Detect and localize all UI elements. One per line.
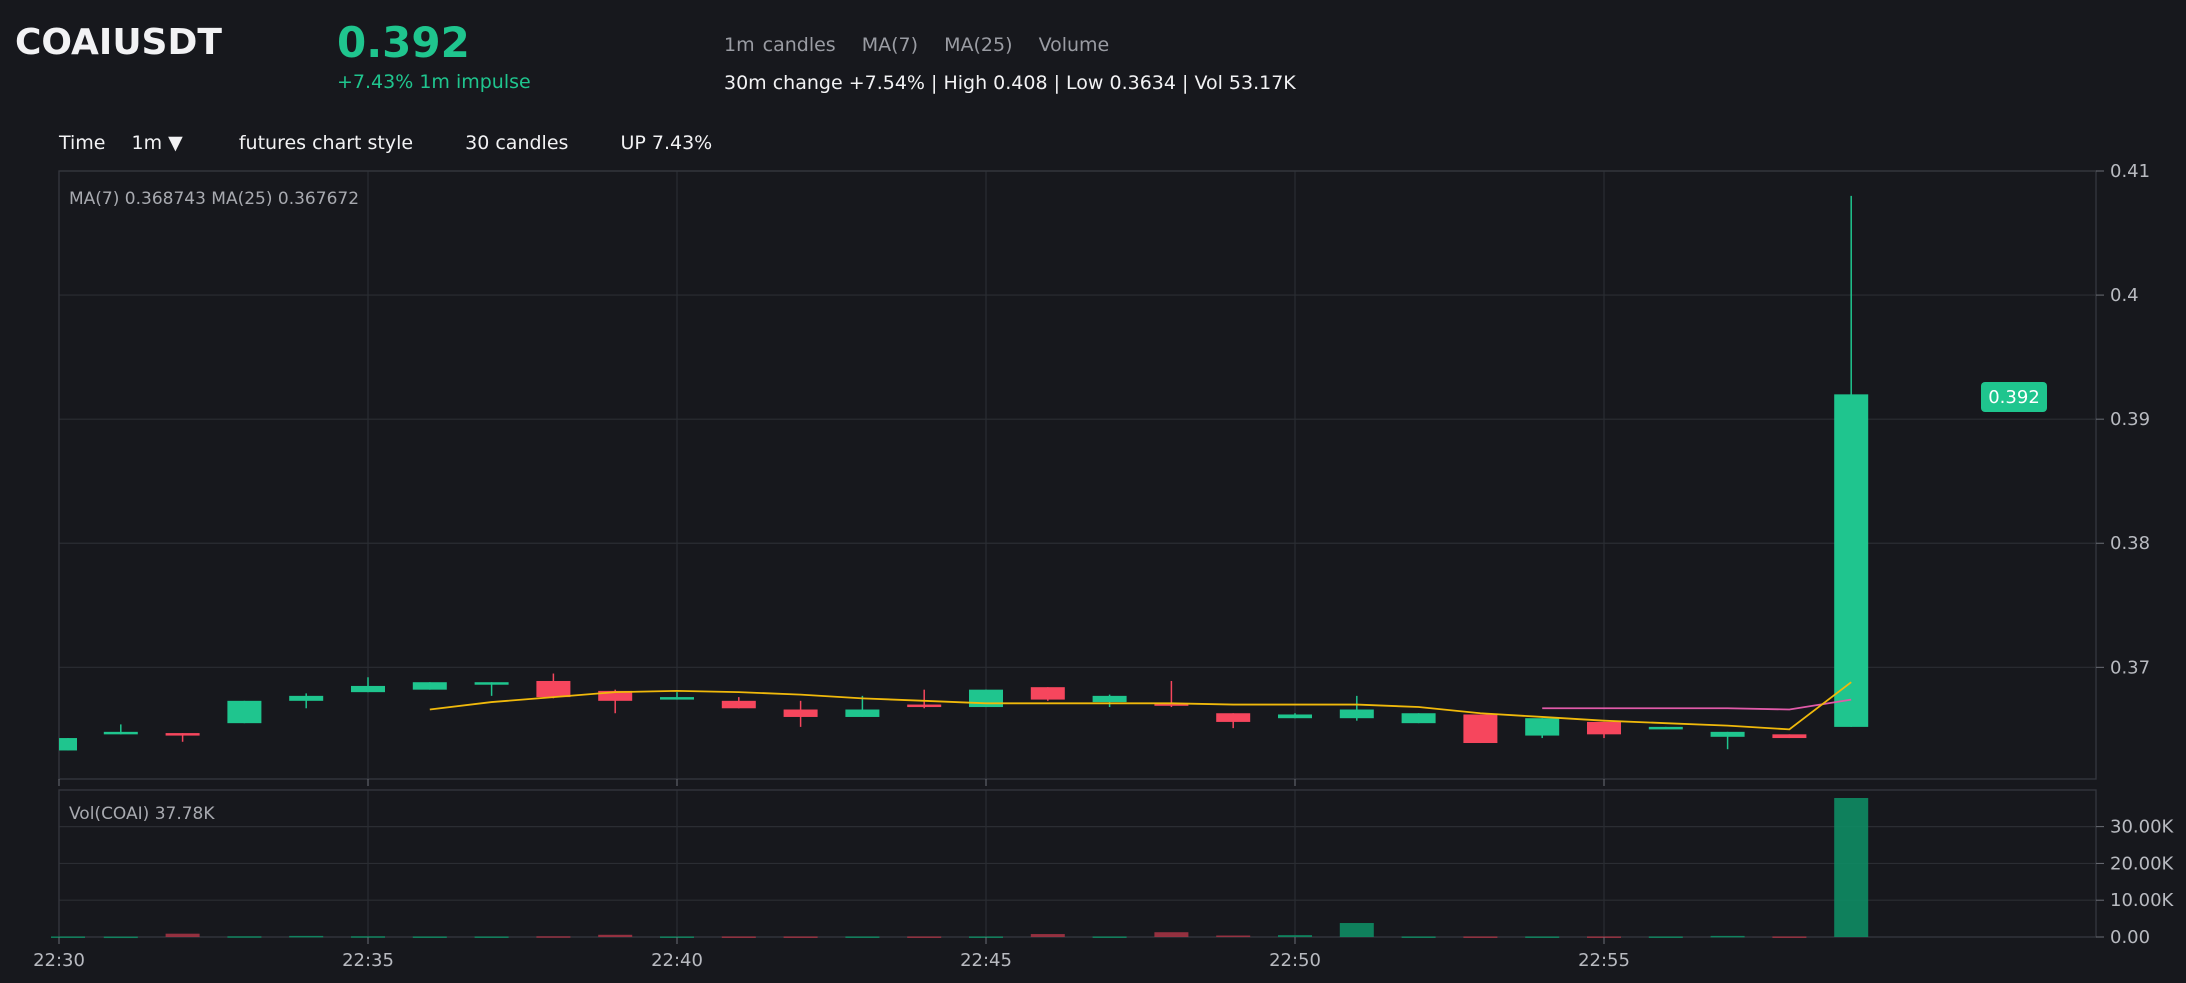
volume-bar xyxy=(103,936,138,939)
candle-body xyxy=(598,690,633,701)
candle-body xyxy=(721,700,756,709)
time-tick-label: 22:40 xyxy=(651,950,703,971)
volume-bar xyxy=(536,936,571,938)
volume-bar xyxy=(1401,936,1436,938)
candle-body xyxy=(103,731,138,735)
candle-body xyxy=(1216,713,1251,722)
last-price-tag: 0.392 xyxy=(1981,382,2047,412)
chart-style-label: futures chart style xyxy=(238,132,414,154)
symbol-title: COAIUSDT xyxy=(15,22,222,63)
meta-ma25: MA(25) xyxy=(944,34,1013,56)
candle-body xyxy=(1834,394,1869,727)
candle-body xyxy=(1648,726,1683,730)
price-tick-label: 0.41 xyxy=(2110,161,2150,182)
price-tick-label: 0.38 xyxy=(2110,533,2150,554)
price-tick-label: 0.37 xyxy=(2110,657,2150,678)
ma7-line xyxy=(429,681,1852,731)
volume-bar xyxy=(907,936,942,938)
volume-bar xyxy=(1772,936,1807,938)
candle-body xyxy=(1525,718,1560,736)
volume-bar xyxy=(721,936,756,938)
meta-ma7: MA(7) xyxy=(861,34,919,56)
volume-bar xyxy=(783,936,818,938)
candle-body xyxy=(227,700,262,724)
volume-tick-label: 0.00 xyxy=(2110,927,2150,948)
candle-body xyxy=(1463,714,1498,744)
time-tick-label: 22:35 xyxy=(342,950,394,971)
volume-bar xyxy=(51,936,85,938)
candle-body xyxy=(1092,695,1127,703)
volume-bar xyxy=(1463,936,1498,938)
price-tick-label: 0.39 xyxy=(2110,409,2150,430)
candle-body xyxy=(351,685,385,693)
candle-body xyxy=(783,709,818,717)
time-tick-label: 22:30 xyxy=(33,950,85,971)
meta-candles: 1m candles xyxy=(724,34,836,56)
time-tick-label: 22:55 xyxy=(1578,950,1630,971)
chart-toolbar: Time 1m ▼ futures chart style 30 candles… xyxy=(59,132,758,154)
candle-body xyxy=(289,695,324,701)
volume-bar xyxy=(1216,935,1251,938)
candle-body xyxy=(536,680,571,698)
last-price-tag-text: 0.392 xyxy=(1988,387,2040,408)
candle-body xyxy=(1154,703,1189,706)
volume-bar xyxy=(165,933,200,937)
volume-bar xyxy=(1834,798,1869,937)
candle-body xyxy=(1030,687,1065,700)
ma-readout: MA(7) 0.368743 MA(25) 0.367672 xyxy=(69,189,359,209)
volume-bar xyxy=(845,936,880,938)
candle-body xyxy=(1587,721,1621,735)
candle-body xyxy=(1401,713,1436,724)
last-price-tag-bg xyxy=(1981,382,2047,412)
volume-bar xyxy=(474,936,509,938)
volume-tick-label: 10.00K xyxy=(2110,890,2175,911)
candle-body xyxy=(1339,709,1374,719)
volume-bar xyxy=(289,935,324,938)
candle-body xyxy=(845,709,880,717)
volume-bar xyxy=(1648,936,1683,938)
volume-bar xyxy=(598,934,633,937)
candle-count: 30 candles xyxy=(465,132,569,154)
direction-badge: UP 7.43% xyxy=(620,132,713,154)
candle-body xyxy=(59,738,77,751)
volume-readout: Vol(COAI) 37.78K xyxy=(69,804,215,824)
volume-bar xyxy=(1710,935,1745,938)
volume-tick-label: 20.00K xyxy=(2110,853,2175,874)
candle-body xyxy=(412,682,447,690)
volume-bar xyxy=(1154,932,1189,937)
meta-volume: Volume xyxy=(1038,34,1110,56)
volume-bar xyxy=(227,936,262,938)
price-pane-frame xyxy=(58,170,2097,780)
volume-bar xyxy=(1092,936,1127,938)
candle-body xyxy=(474,682,509,685)
volume-bar xyxy=(1030,934,1065,937)
volume-tick-label: 30.00K xyxy=(2110,817,2175,838)
volume-bar xyxy=(1278,935,1312,937)
volume-bar xyxy=(1339,923,1374,937)
time-tick-label: 22:50 xyxy=(1269,950,1321,971)
candle-body xyxy=(969,689,1003,708)
time-label: Time xyxy=(59,132,106,154)
price-tick-label: 0.4 xyxy=(2110,285,2139,306)
candle-body xyxy=(1710,731,1745,737)
candle-body xyxy=(907,704,942,708)
volume-bar xyxy=(412,936,447,938)
indicator-legend: 1m candles MA(7) MA(25) Volume xyxy=(724,34,1127,56)
candle-body xyxy=(660,697,694,700)
timeframe-dropdown[interactable]: 1m ▼ xyxy=(131,132,183,154)
time-tick-label: 22:45 xyxy=(960,950,1012,971)
candle-body xyxy=(1278,714,1312,719)
volume-bar xyxy=(1525,936,1560,938)
candle-body xyxy=(165,733,200,736)
candle-body xyxy=(1772,734,1807,739)
summary-stats: 30m change +7.54% | High 0.408 | Low 0.3… xyxy=(724,72,1296,94)
impulse-change: +7.43% 1m impulse xyxy=(337,71,531,93)
ma25-line xyxy=(1542,698,1852,711)
last-price: 0.392 xyxy=(337,18,470,67)
